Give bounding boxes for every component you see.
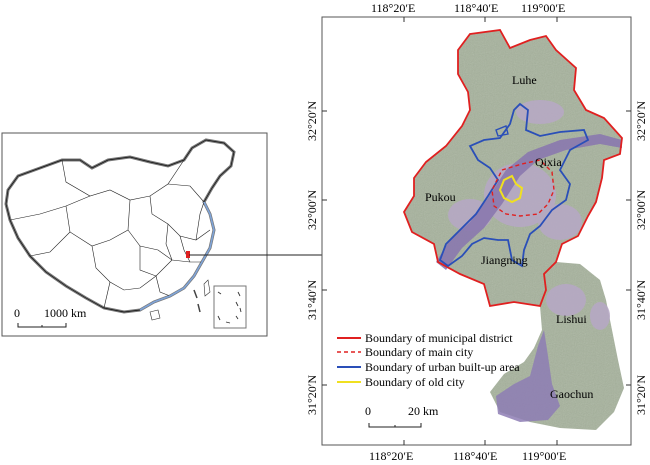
district-label-qixia: Qixia — [535, 155, 562, 169]
left-tick-1: 32°20′N — [305, 101, 319, 141]
district-label-lishui: Lishui — [556, 312, 587, 326]
main-map: Luhe Qixia Pukou Jiangning Lishui Gaochu… — [305, 1, 648, 463]
inset-map: 0 1000 km — [1, 132, 268, 337]
hainan-island — [149, 309, 161, 321]
province-boundaries — [9, 159, 211, 309]
left-tick-labels: 32°20′N 32°00′N 31°40′N 31°20′N — [305, 101, 319, 415]
old-city-boundary — [498, 174, 524, 204]
main-city-boundary — [491, 159, 555, 217]
top-tick-marks — [403, 17, 558, 22]
urban-built-up-boundary — [438, 102, 590, 268]
legend: Boundary of municipal district Boundary … — [337, 331, 520, 389]
bottom-tick-1: 118°20′E — [369, 449, 413, 463]
municipal-district-boundary — [402, 29, 623, 308]
south-china-sea-dashes — [217, 291, 242, 324]
top-tick-2: 118°40′E — [454, 1, 498, 15]
right-tick-marks — [626, 110, 631, 386]
right-tick-labels: 32°20′N 32°00′N 31°40′N 31°20′N — [634, 101, 648, 415]
right-tick-1: 32°20′N — [634, 101, 648, 141]
district-label-gaochun: Gaochun — [550, 387, 593, 401]
right-tick-4: 31°20′N — [634, 375, 648, 415]
top-tick-3: 119°00′E — [521, 1, 565, 15]
urban-built-up-boundary-nw — [495, 125, 509, 137]
inset-scale-start: 0 — [14, 306, 20, 320]
yangtze-river — [436, 134, 622, 270]
right-tick-2: 32°00′N — [634, 190, 648, 230]
district-label-pukou: Pukou — [425, 190, 456, 204]
shijiu-lake — [496, 330, 560, 422]
left-tick-4: 31°20′N — [305, 375, 319, 415]
main-scale-start: 0 — [365, 404, 371, 418]
main-scale-end: 20 km — [408, 404, 439, 418]
inset-scale-bar — [17, 323, 67, 328]
main-scale-bar — [368, 423, 422, 428]
legend-label-municipal: Boundary of municipal district — [365, 331, 513, 345]
left-tick-3: 31°40′N — [305, 280, 319, 320]
legend-label-built-up: Boundary of urban built-up area — [365, 360, 520, 374]
legend-label-main-city: Boundary of main city — [365, 345, 473, 359]
bottom-tick-3: 119°00′E — [522, 449, 566, 463]
district-label-luhe: Luhe — [512, 73, 537, 87]
inset-islands — [193, 289, 201, 313]
bottom-tick-2: 118°40′E — [453, 449, 497, 463]
inset-scale-end: 1000 km — [44, 306, 87, 320]
bottom-tick-marks — [403, 440, 558, 445]
top-tick-1: 118°20′E — [371, 1, 415, 15]
left-tick-marks — [322, 110, 327, 386]
district-label-jiangning: Jiangning — [481, 253, 528, 267]
legend-label-old-city: Boundary of old city — [365, 375, 465, 389]
nanjing-marker — [186, 251, 190, 258]
right-tick-3: 31°40′N — [634, 280, 648, 320]
taiwan-island — [203, 279, 211, 297]
left-tick-2: 32°00′N — [305, 190, 319, 230]
coastline — [139, 201, 215, 311]
